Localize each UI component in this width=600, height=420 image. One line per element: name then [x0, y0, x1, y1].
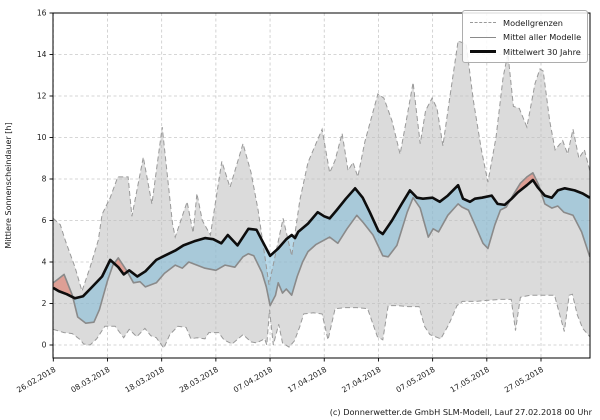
- y-tick-label: 8: [42, 175, 47, 184]
- legend-label: Mittelwert 30 Jahre: [503, 46, 581, 57]
- y-tick-label: 4: [42, 258, 47, 267]
- x-tick-label: 08.03.2018: [69, 365, 111, 395]
- model-range-band: [53, 41, 590, 349]
- axis-ticks: [49, 12, 542, 362]
- x-tick-label: 28.03.2018: [178, 365, 220, 395]
- y-tick-label: 16: [37, 9, 47, 18]
- y-axis-title: Mittlere Sonnenscheindauer [h]: [4, 122, 13, 249]
- legend-label: Mittel aller Modelle: [503, 32, 582, 42]
- y-tick-label: 10: [37, 133, 47, 142]
- model-mean-line: [53, 172, 590, 325]
- legend-item-model-bounds: Modellgrenzen: [470, 16, 580, 29]
- x-tick-label: 27.04.2018: [340, 365, 382, 395]
- lower-model-bound-line: [53, 293, 590, 350]
- y-tick-label: 0: [42, 341, 47, 350]
- black-line-swatch: [470, 50, 496, 53]
- legend: Modellgrenzen Mittel aller Modelle Mitte…: [462, 10, 588, 63]
- plot-frame: [52, 12, 591, 359]
- x-tick-label: 26.02.2018: [15, 365, 57, 395]
- x-tick-label: 07.04.2018: [232, 365, 274, 395]
- legend-label: Modellgrenzen: [503, 17, 563, 28]
- y-tick-label: 12: [37, 92, 47, 101]
- climate-mean-line: [53, 178, 590, 300]
- x-tick-label: 18.03.2018: [124, 365, 166, 395]
- y-tick-label: 2: [42, 299, 47, 308]
- y-tick-label: 6: [42, 216, 47, 225]
- x-tick-label: 17.04.2018: [286, 365, 328, 395]
- x-tick-label: 07.05.2018: [394, 365, 436, 395]
- legend-item-model-mean: Mittel aller Modelle: [470, 31, 582, 44]
- gray-line-swatch: [470, 36, 496, 38]
- x-tick-label: 27.05.2018: [503, 365, 545, 395]
- legend-item-30y-mean: Mittelwert 30 Jahre: [470, 45, 581, 58]
- copyright-note: (c) Donnerwetter.de GmbH SLM-Modell, Lau…: [329, 407, 592, 417]
- upper-model-bound-line: [53, 40, 590, 293]
- dashed-line-swatch: [470, 22, 496, 23]
- x-tick-label: 17.05.2018: [449, 365, 491, 395]
- y-tick-label: 14: [37, 50, 47, 59]
